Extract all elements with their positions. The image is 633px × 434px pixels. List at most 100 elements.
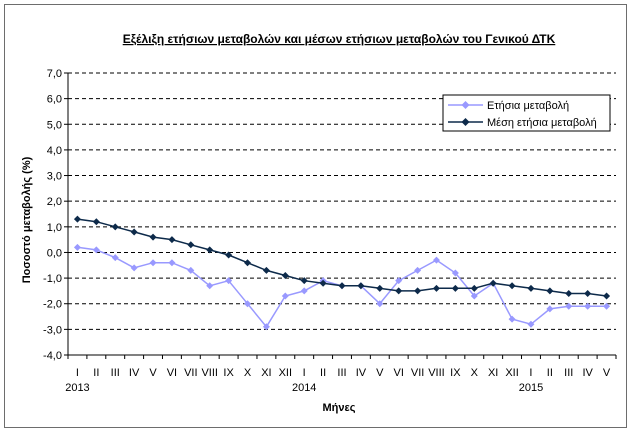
- y-axis-title: Ποσοστό μεταβολής (%): [21, 156, 33, 283]
- data-point-series-1: [584, 302, 592, 310]
- data-point-series-2: [300, 277, 308, 285]
- data-point-series-2: [338, 282, 346, 290]
- x-tick-label: I: [529, 367, 532, 379]
- tick-labels: 7,0 6,0 5,0 4,0 3,0 2,0 1,0 0,0 -1,0 -2,0 -3,0 -4,0…: [43, 68, 611, 394]
- data-point-series-2: [281, 272, 289, 280]
- y-tick-label: 6,0: [47, 94, 62, 106]
- data-point-series-2: [187, 241, 195, 249]
- x-tick-label: IV: [582, 367, 593, 379]
- x-tick-label: VII: [184, 367, 197, 379]
- data-point-series-2: [395, 287, 403, 295]
- data-point-series-2: [244, 259, 252, 267]
- data-point-series-1: [111, 254, 119, 262]
- data-point-series-1: [92, 246, 100, 254]
- x-tick-label: III: [337, 367, 346, 379]
- data-point-series-1: [546, 305, 554, 313]
- data-point-series-2: [92, 218, 100, 226]
- year-label: 2015: [519, 382, 543, 394]
- data-point-series-1: [603, 302, 611, 310]
- data-point-series-2: [489, 279, 497, 287]
- legend: Ετήσια μεταβολή Μέση ετήσια μεταβολή: [442, 94, 611, 132]
- x-tick-label: V: [603, 367, 611, 379]
- data-point-series-2: [603, 292, 611, 300]
- x-tick-label: II: [320, 367, 326, 379]
- legend-label-series-1: Ετήσια μεταβολή: [487, 100, 569, 112]
- data-point-series-1: [395, 277, 403, 285]
- x-tick-label: I: [76, 367, 79, 379]
- legend-marker-series-2: [461, 118, 470, 126]
- series-lines: [73, 215, 611, 331]
- gridlines: [68, 72, 616, 330]
- data-point-series-1: [281, 292, 289, 300]
- data-point-series-1: [130, 264, 138, 272]
- y-tick-label: 7,0: [47, 68, 62, 80]
- x-tick-label: VIII: [201, 367, 218, 379]
- data-point-series-1: [244, 300, 252, 308]
- data-point-series-1: [300, 287, 308, 295]
- y-tick-label: 1,0: [47, 222, 62, 234]
- x-tick-label: IV: [129, 367, 140, 379]
- line-chart: Εξέλιξη ετήσιων μεταβολών και μέσων ετήσ…: [21, 32, 617, 414]
- x-tick-label: III: [564, 367, 573, 379]
- x-tick-label: IV: [356, 367, 367, 379]
- data-point-series-2: [225, 251, 233, 259]
- y-tick-label: -2,0: [43, 299, 62, 311]
- data-point-series-2: [451, 284, 459, 292]
- x-axis-title: Μήνες: [323, 402, 356, 414]
- y-tick-label: 5,0: [47, 119, 62, 131]
- y-tick-label: -4,0: [43, 350, 62, 362]
- x-tick-label: V: [376, 367, 384, 379]
- x-tick-label: VII: [411, 367, 424, 379]
- data-point-series-1: [451, 269, 459, 277]
- data-point-series-2: [470, 284, 478, 292]
- data-point-series-2: [168, 236, 176, 244]
- x-tick-label: VIII: [428, 367, 445, 379]
- x-tick-label: IX: [223, 367, 234, 379]
- data-point-series-1: [414, 266, 422, 274]
- data-point-series-2: [527, 284, 535, 292]
- data-point-series-1: [149, 259, 157, 267]
- data-point-series-1: [206, 282, 214, 290]
- year-label: 2013: [65, 382, 89, 394]
- legend-label-series-2: Μέση ετήσια μεταβολή: [487, 117, 597, 129]
- data-point-series-2: [262, 266, 270, 274]
- data-point-series-2: [206, 246, 214, 254]
- data-point-series-2: [414, 287, 422, 295]
- x-tick-label: XII: [279, 367, 292, 379]
- year-label: 2014: [292, 382, 316, 394]
- data-point-series-2: [565, 289, 573, 297]
- x-tick-label: III: [111, 367, 120, 379]
- x-tick-label: VI: [167, 367, 177, 379]
- data-point-series-2: [584, 289, 592, 297]
- data-point-series-2: [376, 284, 384, 292]
- y-tick-label: 2,0: [47, 196, 62, 208]
- data-point-series-1: [470, 292, 478, 300]
- chart-title: Εξέλιξη ετήσιων μεταβολών και μέσων ετήσ…: [123, 32, 556, 46]
- data-point-series-1: [565, 302, 573, 310]
- x-tick-label: X: [471, 367, 479, 379]
- data-point-series-2: [508, 282, 516, 290]
- x-tick-label: XII: [505, 367, 518, 379]
- data-point-series-1: [225, 277, 233, 285]
- data-point-series-2: [432, 284, 440, 292]
- axes: [64, 72, 617, 359]
- x-tick-label: IX: [450, 367, 461, 379]
- x-tick-label: V: [149, 367, 157, 379]
- data-point-series-2: [111, 223, 119, 231]
- x-tick-label: II: [547, 367, 553, 379]
- data-point-series-2: [357, 282, 365, 290]
- data-point-series-1: [73, 243, 81, 251]
- y-tick-label: 3,0: [47, 171, 62, 183]
- data-point-series-2: [546, 287, 554, 295]
- x-tick-label: VI: [393, 367, 403, 379]
- legend-box: [442, 94, 611, 132]
- legend-marker-series-1: [461, 101, 470, 109]
- x-tick-label: I: [303, 367, 306, 379]
- y-tick-label: 0,0: [47, 247, 62, 259]
- y-tick-label: 4,0: [47, 145, 62, 157]
- x-tick-label: X: [244, 367, 252, 379]
- data-point-series-2: [149, 233, 157, 241]
- chart-frame: Εξέλιξη ετήσιων μεταβολών και μέσων ετήσ…: [4, 4, 627, 428]
- data-point-series-1: [168, 259, 176, 267]
- data-point-series-2: [73, 215, 81, 223]
